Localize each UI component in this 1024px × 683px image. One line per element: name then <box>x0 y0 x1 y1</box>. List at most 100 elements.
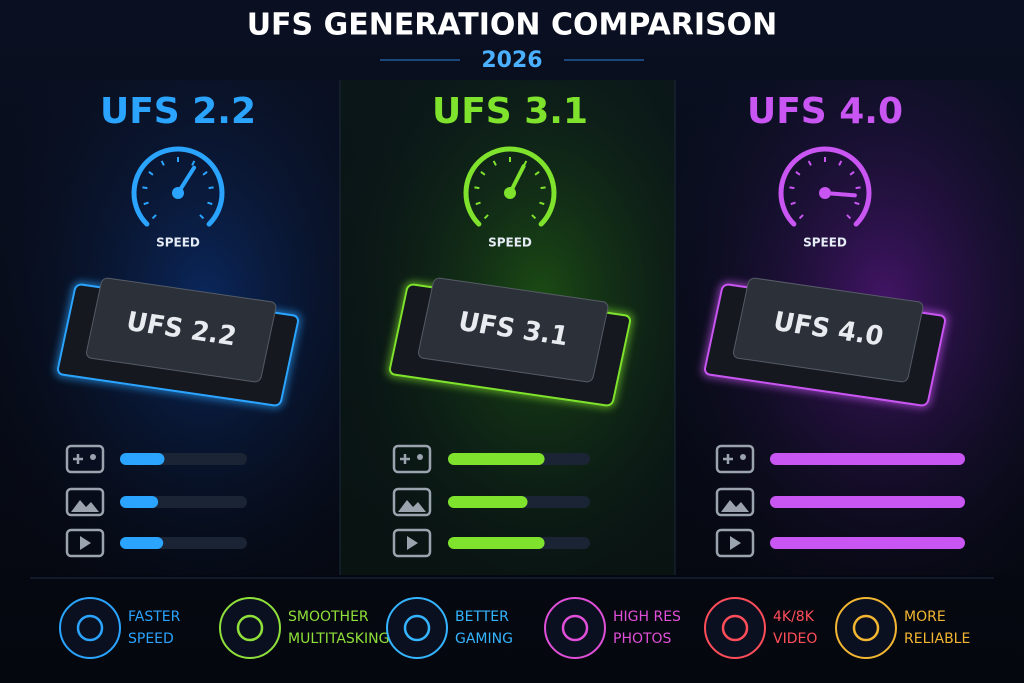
bar <box>448 453 545 465</box>
icon-frame <box>65 528 105 558</box>
icon-detail <box>73 454 83 464</box>
gauge-hub <box>819 187 831 199</box>
feature-label: 4K/8K <box>773 609 815 625</box>
feature-label: HIGH RES <box>613 609 681 625</box>
gauge-tick <box>540 186 546 190</box>
gauge-tick <box>191 160 196 166</box>
gauge-hub <box>504 187 516 199</box>
feature-label: MORE <box>904 609 946 625</box>
icon-frame <box>715 444 755 474</box>
icon-detail <box>71 500 99 512</box>
feature-label: PHOTOS <box>613 631 672 647</box>
gauge-ring <box>131 146 225 227</box>
feature-icon <box>704 597 766 659</box>
feature-icon <box>59 597 121 659</box>
gauge-tick <box>202 171 208 176</box>
gauge-tick <box>492 160 497 166</box>
gauge-hub <box>172 187 184 199</box>
gauge-tick <box>789 186 795 190</box>
gauge-tick <box>854 201 860 206</box>
icon-detail <box>723 454 733 464</box>
chip-top <box>418 277 609 383</box>
bar <box>120 496 159 508</box>
feature-glyph <box>236 614 264 642</box>
icon-detail <box>80 536 91 550</box>
chip-top <box>733 277 924 383</box>
gauge-tick <box>790 201 796 206</box>
feature-label: SPEED <box>128 631 174 647</box>
feature-icon <box>544 597 606 659</box>
speed-label: SPEED <box>488 236 532 250</box>
title: UFS GENERATION COMPARISON <box>247 8 778 43</box>
icon-detail <box>407 536 418 550</box>
year: 2026 <box>481 48 542 73</box>
gauge-tick <box>480 171 486 176</box>
bar <box>770 453 965 465</box>
icon-detail <box>721 500 749 512</box>
gauge-tick <box>838 160 843 166</box>
speed-label: SPEED <box>156 236 200 250</box>
speed-label: SPEED <box>803 236 847 250</box>
bar <box>120 453 165 465</box>
gauge-tick <box>855 186 861 190</box>
gauge-tick <box>539 201 545 206</box>
gauge-tick <box>160 160 165 166</box>
feature-glyph <box>721 614 749 642</box>
bar <box>770 537 965 549</box>
icon-frame <box>715 528 755 558</box>
chip-top <box>86 277 277 383</box>
gauge-tick <box>143 201 149 206</box>
icon-frame <box>65 487 105 517</box>
gauge-tick <box>142 186 148 190</box>
feature-label: GAMING <box>455 631 513 647</box>
feature-label: MULTITASKING <box>288 631 389 647</box>
feature-glyph <box>852 614 880 642</box>
icon-detail <box>730 536 741 550</box>
icon-frame <box>65 444 105 474</box>
gauge-tick <box>798 214 804 220</box>
gauge-tick <box>474 186 480 190</box>
feature-glyph <box>403 614 431 642</box>
icon-detail <box>740 454 746 460</box>
feature-glyph <box>76 614 104 642</box>
gauge-tick <box>531 214 537 220</box>
feature-label: BETTER <box>455 609 509 625</box>
chip: UFS 4.0 <box>701 277 949 409</box>
feature-glyph <box>561 614 589 642</box>
bar <box>448 496 528 508</box>
gauge-tick <box>475 201 481 206</box>
gauge-tick <box>207 201 213 206</box>
gauge-tick <box>208 186 214 190</box>
feature-icon <box>386 597 448 659</box>
bar <box>448 537 545 549</box>
gauge-tick <box>846 214 852 220</box>
gauge-ring <box>463 146 557 227</box>
gauge-tick <box>849 171 855 176</box>
column-title: UFS 2.2 <box>100 91 256 132</box>
gauge-tick <box>807 160 812 166</box>
feature-label: VIDEO <box>773 631 817 647</box>
feature-label: RELIABLE <box>904 631 970 647</box>
gauge-ring <box>778 146 872 227</box>
chip: UFS 3.1 <box>386 277 634 409</box>
column-title: UFS 4.0 <box>747 91 903 132</box>
gauge-tick <box>151 214 157 220</box>
gauge-tick <box>534 171 540 176</box>
icon-frame <box>392 444 432 474</box>
icon-frame <box>392 528 432 558</box>
icon-detail <box>398 500 426 512</box>
gauge-tick <box>483 214 489 220</box>
icon-detail <box>417 454 423 460</box>
gauge-tick <box>199 214 205 220</box>
icon-detail <box>90 454 96 460</box>
icon-detail <box>400 454 410 464</box>
chip: UFS 2.2 <box>54 277 302 409</box>
gauge-tick <box>795 171 801 176</box>
icon-frame <box>392 487 432 517</box>
feature-icon <box>219 597 281 659</box>
column-title: UFS 3.1 <box>432 91 588 132</box>
feature-icon <box>835 597 897 659</box>
bar <box>120 537 164 549</box>
icon-frame <box>715 487 755 517</box>
